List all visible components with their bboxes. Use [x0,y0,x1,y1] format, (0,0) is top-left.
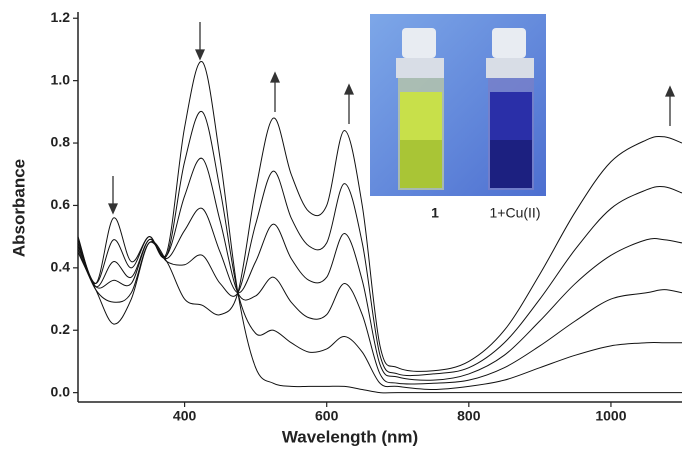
x-axis-title: Wavelength (nm) [282,427,418,446]
spectrum-line [77,111,682,391]
y-axis-title: Absorbance [9,159,28,257]
y-tick-label: 0.2 [51,321,71,337]
arrows [107,22,676,215]
inset-photo [370,14,546,196]
x-tick-label: 600 [315,408,339,424]
x-tick-label: 1000 [595,408,626,424]
inset-label: 1+Cu(II) [490,205,541,221]
y-tick-label: 0.8 [51,134,71,150]
spectrum-line [77,117,682,372]
spectrum-line [77,170,682,377]
y-tick-label: 1.2 [51,9,71,25]
y-tick-label: 0.6 [51,196,71,212]
y-tick-label: 0.4 [51,259,71,275]
x-tick-label: 800 [457,408,481,424]
inset-label: 1 [431,205,439,221]
y-tick-label: 1.0 [51,71,71,87]
y-tick-label: 0.0 [51,383,71,399]
x-tick-label: 400 [173,408,197,424]
